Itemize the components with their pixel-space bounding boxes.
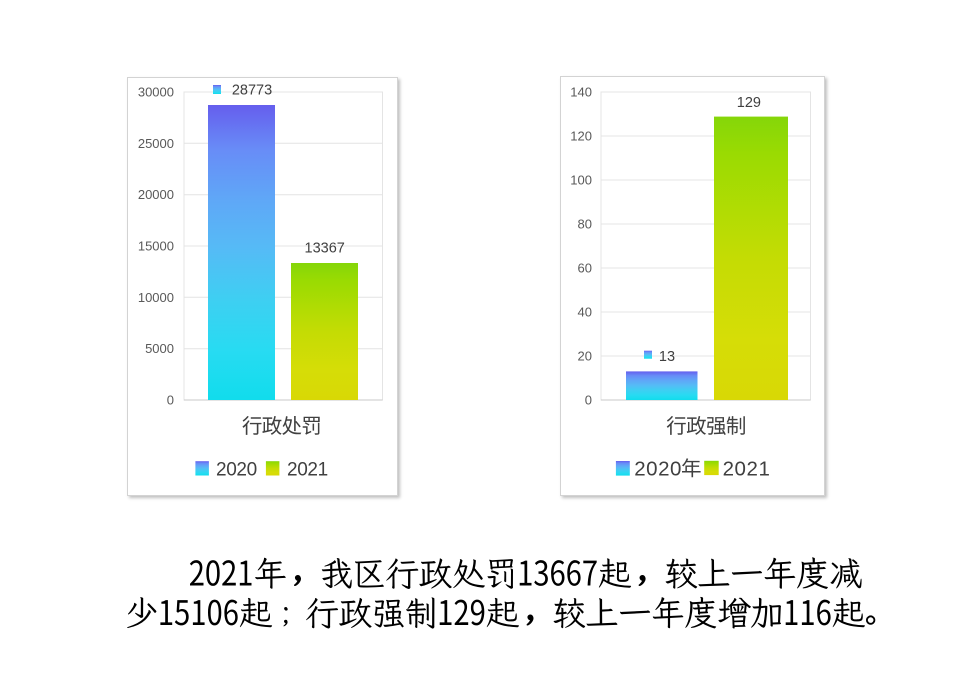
- svg-text:20: 20: [578, 349, 592, 364]
- svg-text:2021: 2021: [287, 459, 328, 480]
- svg-text:120: 120: [570, 129, 592, 144]
- svg-text:25000: 25000: [138, 136, 174, 151]
- svg-text:5000: 5000: [145, 341, 174, 356]
- svg-text:2020: 2020: [216, 459, 257, 480]
- svg-text:0: 0: [167, 393, 174, 408]
- svg-text:80: 80: [578, 217, 592, 232]
- svg-text:2020: 2020: [634, 458, 682, 481]
- svg-text:129: 129: [737, 95, 761, 111]
- svg-text:60: 60: [578, 261, 592, 276]
- svg-text:0: 0: [585, 393, 592, 408]
- svg-text:2021: 2021: [723, 458, 771, 481]
- svg-text:30000: 30000: [138, 85, 174, 100]
- svg-text:40: 40: [578, 305, 592, 320]
- svg-text:100: 100: [570, 173, 592, 188]
- svg-text:10000: 10000: [138, 290, 174, 305]
- svg-text:13367: 13367: [305, 240, 345, 256]
- svg-text:15000: 15000: [138, 239, 174, 254]
- svg-text:20000: 20000: [138, 187, 174, 202]
- svg-text:13: 13: [659, 349, 675, 365]
- svg-text:28773: 28773: [232, 82, 272, 98]
- svg-text:140: 140: [570, 85, 592, 100]
